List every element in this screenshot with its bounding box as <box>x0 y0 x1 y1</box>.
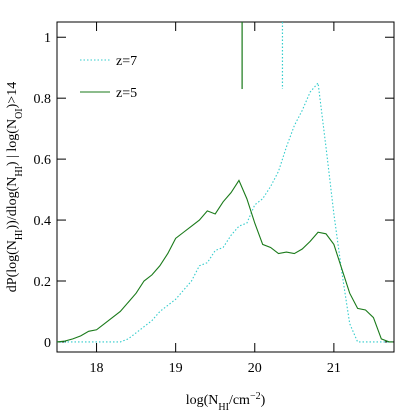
y-axis-label-part: OI <box>14 108 25 119</box>
x-tick-label: 21 <box>327 361 341 376</box>
y-axis-label-part: ))/dlog(N <box>5 177 20 230</box>
x-tick-label: 20 <box>248 361 262 376</box>
y-tick-label: 0.2 <box>34 275 52 290</box>
x-axis-label-part: −2 <box>250 391 261 402</box>
series-line <box>57 179 394 343</box>
y-axis-label-part: HI <box>14 230 25 241</box>
x-tick-label: 19 <box>169 361 183 376</box>
y-tick-label: 1 <box>44 31 51 46</box>
x-axis-label-part: HI <box>218 402 229 413</box>
x-axis-label: log(NHI/cm−2) <box>186 391 266 413</box>
y-tick-label: 0 <box>44 336 51 351</box>
plot-frame <box>56 21 395 353</box>
series-line <box>57 81 394 343</box>
y-axis-label-part: )>14 <box>5 82 20 109</box>
y-axis-label: dP(log(NHI))/dlog(NHI) | log(NOI)>14 <box>5 82 25 292</box>
x-tick-label: 18 <box>90 361 104 376</box>
legend-label: z=5 <box>116 86 137 101</box>
x-axis-label-part: /cm <box>229 393 250 408</box>
y-tick-label: 0.6 <box>34 153 52 168</box>
x-axis-label-part: ) <box>261 393 266 408</box>
legend-label: z=7 <box>116 54 137 69</box>
y-axis-label-part: ) | log(N <box>5 119 20 166</box>
y-axis-label-part: dP(log(N <box>5 240 20 292</box>
y-axis-label-part: HI <box>14 166 25 177</box>
x-axis-label-part: log(N <box>186 393 219 408</box>
y-tick-label: 0.4 <box>34 214 52 229</box>
y-tick-label: 0.8 <box>34 92 52 107</box>
